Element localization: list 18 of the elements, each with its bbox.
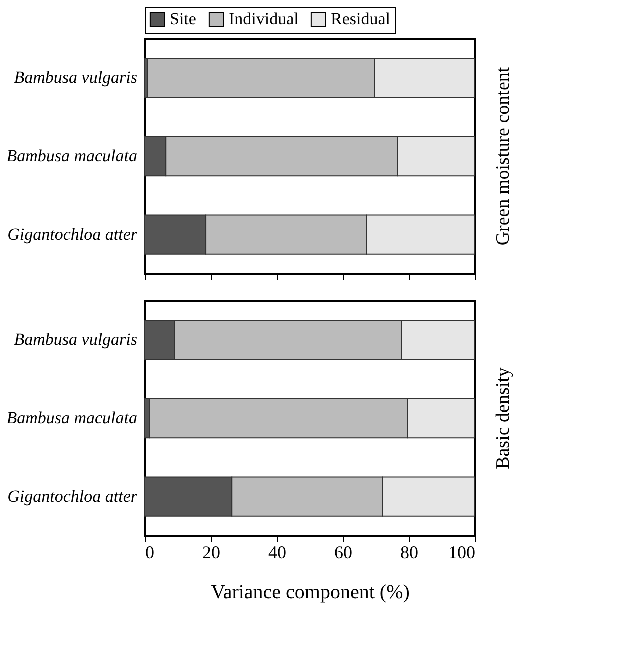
legend-label: Residual xyxy=(331,10,391,29)
y-tick-label: Gigantochloa atter xyxy=(8,224,138,244)
y-tick-label: Gigantochloa atter xyxy=(8,486,138,506)
y2-axis-title: Green moisture content xyxy=(493,66,514,246)
x-tick-label: 80 xyxy=(400,542,418,562)
y2-axis-title: Basic density xyxy=(493,367,514,470)
legend-label: Site xyxy=(170,10,196,29)
x-tick-label: 40 xyxy=(268,542,286,562)
x-tick-label: 100 xyxy=(448,542,476,562)
y-tick-label: Bambusa vulgaris xyxy=(14,68,138,88)
x-tick-label: 0 xyxy=(146,542,154,562)
legend-label: Individual xyxy=(229,10,300,29)
x-axis-title: Variance component (%) xyxy=(211,582,410,604)
y-tick-label: Bambusa maculata xyxy=(6,408,138,428)
x-tick-label: 20 xyxy=(202,542,220,562)
x-tick-label: 60 xyxy=(334,542,352,562)
y-tick-label: Bambusa vulgaris xyxy=(14,330,138,350)
y-tick-label: Bambusa maculata xyxy=(6,146,138,166)
